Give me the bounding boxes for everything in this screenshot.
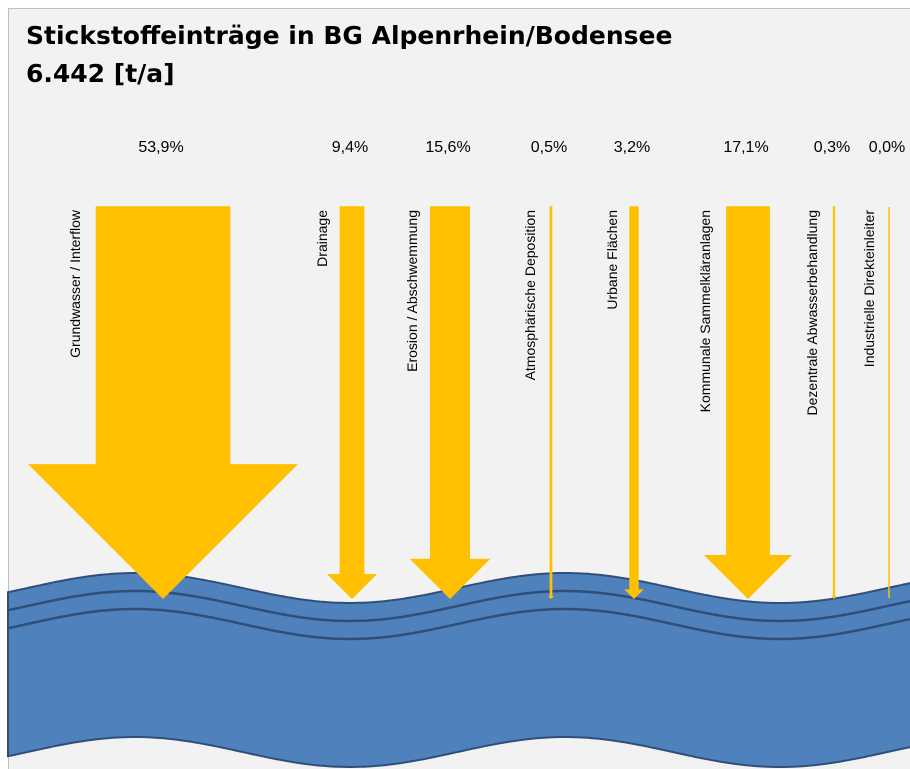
water-body	[8, 573, 910, 767]
infographic: Stickstoffeinträge in BG Alpenrhein/Bode…	[0, 0, 910, 769]
water	[8, 573, 910, 767]
value-label: 9,4%	[332, 139, 368, 156]
value-label: 0,0%	[869, 139, 905, 156]
arrow	[550, 207, 552, 598]
chart-subtitle: 6.442 [t/a]	[26, 59, 175, 88]
value-label: 0,3%	[814, 139, 850, 156]
category-label: Kommunale Sammelkläranlagen	[697, 210, 713, 412]
category-label: Erosion / Abschwemmung	[404, 210, 420, 372]
value-label: 15,6%	[425, 139, 470, 156]
value-label: 3,2%	[614, 139, 650, 156]
category-label: Atmosphärische Deposition	[522, 210, 538, 380]
arrow	[833, 207, 834, 598]
category-label: Dezentrale Abwasserbehandlung	[804, 210, 820, 415]
category-label: Drainage	[314, 210, 330, 267]
category-label: Urbane Flächen	[604, 210, 620, 310]
value-label: 17,1%	[723, 139, 768, 156]
category-label: Grundwasser / Interflow	[67, 209, 83, 358]
chart-title: Stickstoffeinträge in BG Alpenrhein/Bode…	[26, 21, 672, 50]
category-label: Industrielle Direkteinleiter	[861, 210, 877, 368]
value-label: 0,5%	[531, 139, 567, 156]
value-label: 53,9%	[138, 139, 183, 156]
